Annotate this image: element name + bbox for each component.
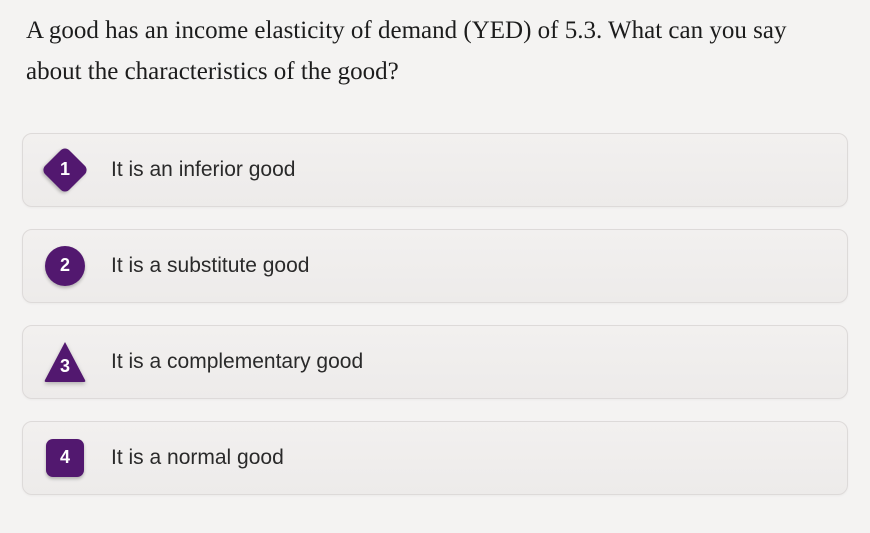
option-4[interactable]: 4 It is a normal good [22,421,848,495]
square-icon: 4 [43,436,87,480]
triangle-icon: 3 [43,340,87,384]
option-number: 1 [60,159,70,180]
question-text: A good has an income elasticity of deman… [20,10,850,93]
option-1[interactable]: 1 It is an inferior good [22,133,848,207]
option-label: It is a normal good [111,446,284,470]
option-number: 2 [60,255,70,276]
quiz-page: A good has an income elasticity of deman… [0,0,870,533]
option-label: It is a substitute good [111,254,309,278]
options-container: 1 It is an inferior good 2 It is a subst… [20,133,850,495]
option-number: 4 [60,447,70,468]
option-label: It is an inferior good [111,158,295,182]
option-3[interactable]: 3 It is a complementary good [22,325,848,399]
option-label: It is a complementary good [111,350,363,374]
circle-icon: 2 [43,244,87,288]
diamond-icon: 1 [43,148,87,192]
option-number: 3 [60,356,70,377]
option-2[interactable]: 2 It is a substitute good [22,229,848,303]
